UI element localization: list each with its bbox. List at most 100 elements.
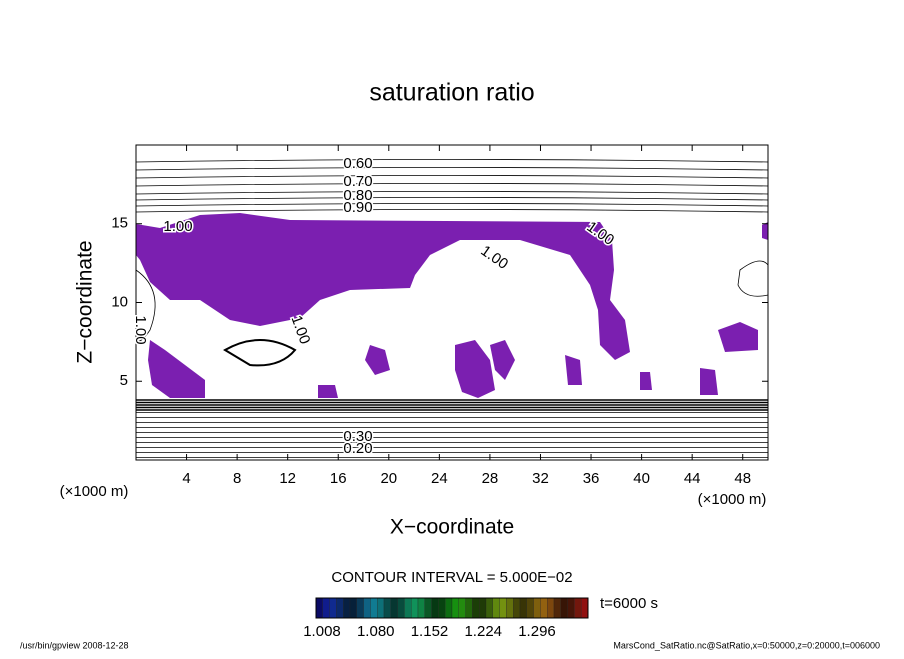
x-tick-label: 44 — [684, 470, 701, 487]
colorbar-cell — [424, 597, 432, 619]
colorbar-cell — [506, 597, 514, 619]
x-tick-label: 24 — [431, 470, 448, 487]
colorbar-tick-label: 1.152 — [411, 623, 449, 640]
contour-label: 0.90 — [343, 199, 372, 216]
x-tick-label: 32 — [532, 470, 549, 487]
colorbar-cell — [547, 597, 555, 619]
x-tick-label: 48 — [734, 470, 751, 487]
colorbar-tick-label: 1.008 — [303, 623, 341, 640]
x-tick-label: 16 — [330, 470, 347, 487]
colorbar-cell — [451, 597, 459, 619]
x-tick-label: 28 — [482, 470, 499, 487]
region — [762, 222, 768, 240]
x-axis-label: X−coordinate — [390, 516, 514, 539]
contour-label: 1.00 — [477, 242, 511, 273]
colorbar-cell — [553, 597, 561, 619]
colorbar-cell — [329, 597, 337, 619]
colorbar-cell — [533, 597, 541, 619]
colorbar-cell — [458, 597, 466, 619]
colorbar-tick-label: 1.296 — [518, 623, 556, 640]
contour-line — [135, 167, 769, 171]
colorbar-cell — [349, 597, 357, 619]
contour-line — [135, 197, 769, 201]
colorbar-cell — [315, 597, 323, 619]
colorbar-cell — [540, 597, 548, 619]
colorbar-cell — [431, 597, 439, 619]
colorbar-cell — [438, 597, 446, 619]
contour-line — [135, 183, 769, 187]
y-axis-label: Z−coordinate — [74, 240, 97, 363]
footer-left: /usr/bin/gpview 2008-12-28 — [20, 640, 129, 650]
x-tick-label: 36 — [583, 470, 600, 487]
y-tick-label: 5 — [120, 372, 128, 389]
colorbar-cell — [417, 597, 425, 619]
region — [455, 340, 495, 398]
contour-label: 0.80 — [343, 187, 372, 204]
contour-line — [223, 339, 297, 367]
time-label: t=6000 s — [600, 595, 658, 612]
region — [490, 340, 515, 380]
colorbar-frame — [315, 597, 589, 619]
colorbar-cell — [363, 597, 371, 619]
x-tick-label: 4 — [182, 470, 190, 487]
contour-label: 0.70 — [343, 173, 372, 190]
y-unit: (×1000 m) — [60, 483, 129, 500]
footer-right: MarsCond_SatRatio.nc@SatRatio,x=0:50000,… — [613, 640, 880, 650]
contour-label: 1.00 — [288, 313, 314, 346]
colorbar-cell — [322, 597, 330, 619]
colorbar-cell — [404, 597, 412, 619]
x-tick-label: 12 — [279, 470, 296, 487]
colorbar-cell — [499, 597, 507, 619]
region — [718, 322, 758, 352]
region — [640, 372, 652, 390]
colorbar-tick-label: 1.080 — [357, 623, 395, 640]
contour-line — [135, 269, 156, 342]
contour-label: 0.20 — [343, 440, 372, 457]
colorbar-cell — [336, 597, 344, 619]
colorbar-cell — [513, 597, 521, 619]
chart-title: saturation ratio — [369, 79, 534, 107]
region — [148, 340, 205, 398]
colorbar-cell — [567, 597, 575, 619]
colorbar-cell — [492, 597, 500, 619]
contour-label: 0.60 — [343, 155, 372, 172]
x-tick-label: 20 — [380, 470, 397, 487]
colorbar-cell — [519, 597, 527, 619]
x-unit: (×1000 m) — [698, 491, 767, 508]
colorbar-cell — [574, 597, 582, 619]
region — [700, 368, 718, 395]
colorbar-cell — [465, 597, 473, 619]
contour-label: 1.00 — [132, 315, 149, 344]
colorbar-cell — [472, 597, 480, 619]
contour-interval: CONTOUR INTERVAL = 5.000E−02 — [331, 569, 572, 586]
colorbar-cell — [390, 597, 398, 619]
colorbar-cell — [581, 597, 589, 619]
colorbar-cell — [397, 597, 405, 619]
region — [565, 355, 582, 385]
x-tick-label: 8 — [233, 470, 241, 487]
contour-line — [135, 175, 769, 179]
colorbar-cell — [343, 597, 351, 619]
contour-line — [135, 191, 769, 195]
colorbar-tick-label: 1.224 — [464, 623, 502, 640]
contour-lines — [135, 159, 769, 458]
colorbar-cell — [485, 597, 493, 619]
colorbar-cell — [560, 597, 568, 619]
contour-label: 1.00 — [163, 218, 192, 235]
colorbar-cell — [445, 597, 453, 619]
colorbar-cell — [383, 597, 391, 619]
region — [136, 213, 630, 360]
region — [318, 385, 338, 398]
contour-line — [135, 209, 769, 213]
colorbar-cell — [479, 597, 487, 619]
contour-line — [135, 159, 769, 163]
contour-label: 0.30 — [343, 428, 372, 445]
region — [365, 345, 390, 375]
colorbar-cell — [411, 597, 419, 619]
contour-line — [737, 260, 769, 297]
x-tick-label: 40 — [633, 470, 650, 487]
y-tick-label: 10 — [111, 293, 128, 310]
colorbar-cell — [370, 597, 378, 619]
y-tick-label: 15 — [111, 215, 128, 232]
